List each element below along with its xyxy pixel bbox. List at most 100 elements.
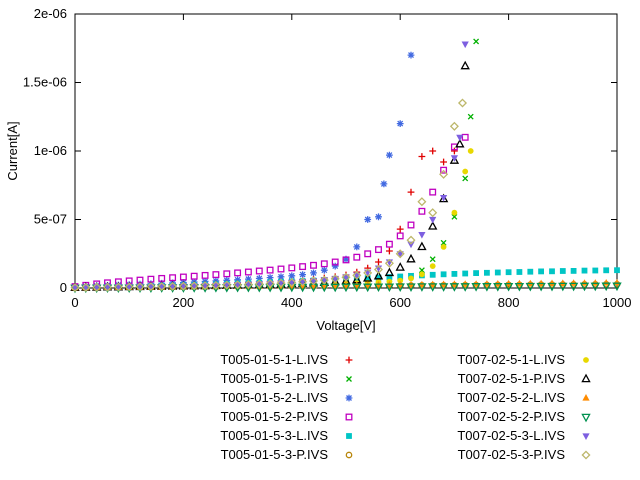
marker-square-filled (364, 275, 371, 281)
marker-square-open (440, 166, 448, 174)
marker-cross (473, 38, 480, 45)
marker-circle-filled (429, 263, 436, 269)
marker-square-filled (397, 273, 404, 280)
legend-label: T007-02-5-3-P.IVS (457, 447, 565, 462)
legend-entry: T007-02-5-1-P.IVS (390, 369, 601, 388)
marker-triangle-up-filled (602, 279, 610, 286)
marker-square-open (169, 274, 177, 282)
marker-triangle-down-open (341, 283, 351, 293)
marker-diamond-open (157, 281, 167, 292)
legend-label: T007-02-5-2-L.IVS (457, 390, 565, 405)
marker-square-open (266, 266, 274, 274)
plot-area: Current[A] Voltage[V] 0 200 400 600 800 1000 0… (5, 6, 632, 333)
marker-asterisk (277, 273, 285, 281)
triangle-up-filled-icon (582, 393, 590, 401)
marker-square-open (277, 265, 285, 273)
marker-diamond-open (363, 268, 373, 278)
marker-square-open (407, 221, 415, 229)
marker-square-filled (527, 268, 534, 275)
marker-square-open (179, 273, 187, 281)
legend-label: T007-02-5-2-P.IVS (457, 409, 565, 424)
marker-circle-filled (467, 148, 474, 154)
diamond-open-icon (581, 449, 591, 460)
y-tick-label: 1.5e-06 (23, 75, 67, 90)
legend-label: T005-01-5-3-L.IVS (220, 428, 328, 443)
marker-triangle-down-open (395, 283, 405, 292)
marker-asterisk (234, 276, 241, 284)
marker-triangle-down-open (525, 282, 535, 292)
asterisk-icon (345, 394, 353, 401)
marker-square-filled (386, 274, 393, 280)
marker-triangle-up-open (449, 155, 460, 164)
marker-triangle-down-open (352, 283, 362, 293)
marker-cross (462, 175, 469, 182)
marker-square-filled (473, 270, 479, 276)
x-tick-label: 1000 (603, 295, 632, 310)
marker-plus (418, 153, 426, 160)
marker-triangle-down-filled (440, 195, 448, 202)
marker-triangle-down-open (363, 283, 373, 293)
marker-square-filled (505, 269, 512, 276)
legend-entry: T007-02-5-2-P.IVS (390, 407, 601, 426)
marker-plus (440, 158, 447, 166)
marker-square-open (158, 274, 166, 282)
marker-diamond-open (146, 282, 156, 292)
marker-diamond-open (319, 275, 329, 285)
marker-triangle-up-filled (570, 279, 578, 286)
marker-diamond-open (211, 280, 221, 290)
marker-square-filled (592, 267, 599, 274)
marker-triangle-up-open (395, 262, 405, 271)
marker-asterisk (364, 216, 372, 223)
marker-cross (467, 113, 474, 120)
marker-triangle-down-open (579, 282, 590, 292)
y-tick-label: 2e-06 (34, 6, 67, 21)
marker-diamond-open (384, 258, 394, 268)
marker-circle-filled (419, 271, 425, 278)
legend-entry: T005-01-5-3-P.IVS (153, 445, 364, 464)
marker-square-filled (346, 432, 352, 439)
marker-triangle-down-open (590, 282, 600, 292)
legend-column: T005-01-5-1-L.IVS T005-01-5-1-P.IVS T005-0… (153, 350, 364, 464)
marker-triangle-down-filled (429, 216, 437, 224)
marker-triangle-down-open (417, 283, 427, 292)
marker-diamond-open (449, 121, 459, 131)
marker-triangle-up-open (581, 373, 591, 382)
marker-triangle-down-open (384, 283, 395, 293)
marker-square-open (418, 207, 426, 215)
marker-asterisk (299, 271, 306, 278)
legend-label: T007-02-5-1-P.IVS (457, 371, 565, 386)
marker-diamond-open (178, 281, 188, 291)
marker-square-open (255, 267, 263, 275)
marker-plus (396, 225, 404, 233)
x-tick-label: 200 (173, 295, 195, 310)
marker-square-filled (614, 267, 620, 274)
marker-square-filled (440, 271, 447, 278)
marker-square-open (429, 188, 437, 196)
marker-square-filled (494, 269, 501, 276)
marker-square-open (288, 264, 296, 272)
plot-border (74, 13, 618, 289)
marker-square-filled (375, 274, 382, 281)
marker-asterisk (331, 262, 339, 270)
marker-diamond-open (70, 283, 80, 293)
marker-asterisk (255, 275, 263, 282)
marker-asterisk (380, 180, 388, 188)
marker-plus (451, 147, 458, 155)
marker-square-open (385, 240, 393, 248)
marker-square-open (331, 258, 339, 266)
marker-triangle-down-open (482, 283, 492, 292)
marker-triangle-down-filled (418, 232, 426, 239)
marker-square-filled (484, 269, 490, 276)
marker-triangle-down-open (449, 283, 460, 292)
y-axis-label: Current[A] (5, 121, 20, 180)
marker-triangle-down-open (428, 283, 438, 292)
marker-asterisk (320, 266, 328, 274)
marker-square-filled (603, 267, 610, 274)
marker-triangle-down-filled (582, 432, 590, 440)
marker-triangle-up-filled (582, 393, 590, 401)
plus-icon (345, 356, 353, 363)
marker-asterisk (310, 269, 317, 277)
legend-label: T005-01-5-3-P.IVS (220, 447, 328, 462)
marker-square-open (223, 270, 231, 278)
